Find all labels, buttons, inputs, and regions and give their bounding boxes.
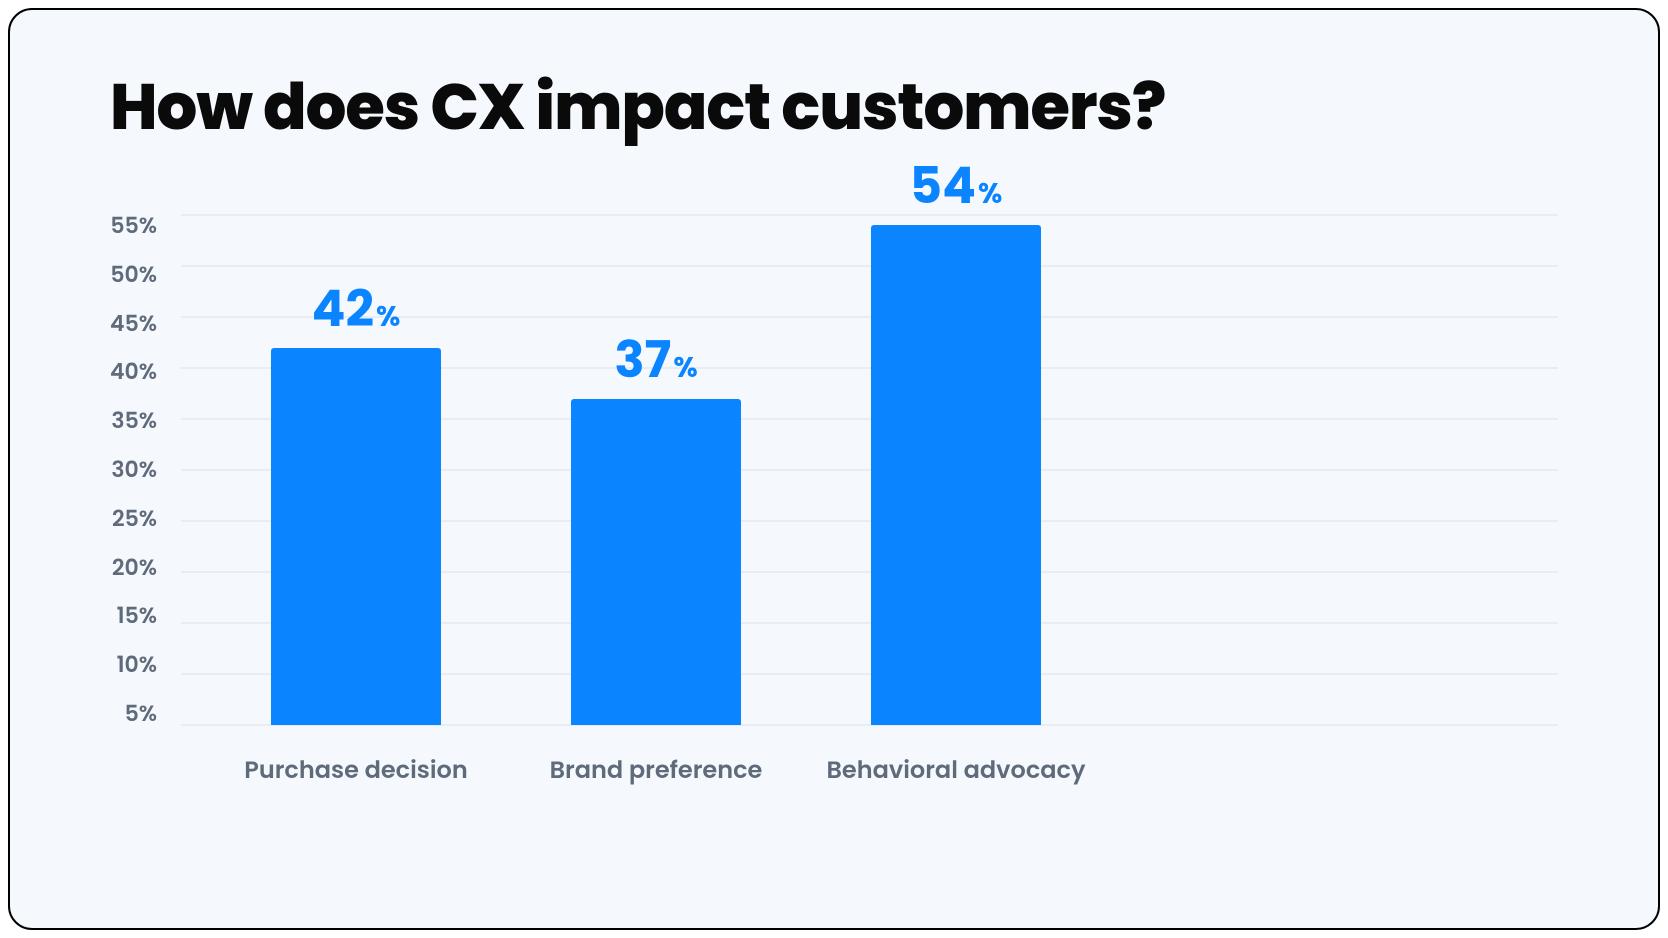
bar-value-number: 54 bbox=[910, 161, 976, 211]
y-tick: 40% bbox=[110, 361, 157, 383]
percent-sign: % bbox=[978, 173, 1002, 215]
y-axis: 55% 50% 45% 40% 35% 30% 25% 20% 15% 10% 5% bbox=[110, 215, 181, 725]
bar-group: 54%Behavioral advocacy bbox=[871, 225, 1041, 725]
bar-value-label: 37% bbox=[614, 335, 697, 389]
y-tick: 20% bbox=[112, 557, 157, 579]
percent-sign: % bbox=[673, 347, 697, 389]
percent-sign: % bbox=[376, 296, 400, 338]
bar bbox=[571, 399, 741, 725]
bar-value-label: 54% bbox=[910, 161, 1003, 215]
y-tick: 5% bbox=[125, 703, 157, 725]
x-category-label: Behavioral advocacy bbox=[827, 753, 1086, 788]
bar bbox=[871, 225, 1041, 725]
chart-card: How does CX impact customers? 55% 50% 45% 4… bbox=[8, 8, 1660, 930]
y-tick: 25% bbox=[112, 508, 157, 530]
y-tick: 15% bbox=[117, 605, 157, 627]
bar-value-label: 42% bbox=[312, 284, 401, 338]
bars-container: 42%Purchase decision 37%Brand preference 5… bbox=[181, 215, 1558, 725]
x-category-label: Brand preference bbox=[550, 753, 763, 788]
bar-value-number: 42 bbox=[312, 284, 374, 334]
y-tick: 30% bbox=[111, 459, 157, 481]
bar-group: 42%Purchase decision bbox=[271, 348, 441, 725]
chart-area: 55%50%45%40%35%30%25%20%15%10%5% 42%Purc… bbox=[110, 215, 1558, 815]
bar bbox=[271, 348, 441, 725]
y-tick: 35% bbox=[111, 410, 157, 432]
y-tick: 10% bbox=[117, 654, 157, 676]
bar-value-number: 37 bbox=[614, 335, 671, 385]
y-tick: 50% bbox=[110, 264, 157, 286]
plot-area: 42%Purchase decision 37%Brand preference 5… bbox=[181, 215, 1558, 725]
bar-group: 37%Brand preference bbox=[571, 399, 741, 725]
chart-title: How does CX impact customers? bbox=[110, 60, 1558, 155]
x-category-label: Purchase decision bbox=[244, 753, 467, 788]
y-tick: 45% bbox=[110, 313, 157, 335]
y-tick: 55% bbox=[110, 215, 157, 237]
